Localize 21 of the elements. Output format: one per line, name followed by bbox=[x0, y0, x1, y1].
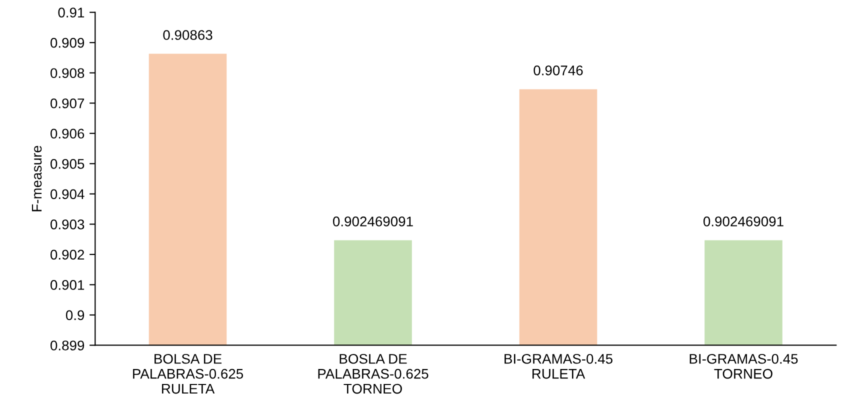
y-tick-label: 0.901 bbox=[50, 280, 84, 290]
data-label: 0.90746 bbox=[534, 66, 583, 76]
y-axis-title: F-measure bbox=[32, 146, 42, 212]
data-label: 0.902469091 bbox=[703, 216, 784, 226]
x-tick-label: BOSLA DE PALABRAS-0.625 TORNEO bbox=[318, 354, 428, 394]
y-tick-label: 0.899 bbox=[50, 340, 84, 350]
y-tick-label: 0.91 bbox=[58, 8, 84, 18]
x-tick-label: BI-GRAMAS-0.45 TORNEO bbox=[690, 354, 798, 379]
y-tick-label: 0.906 bbox=[50, 128, 84, 139]
y-tick-label: 0.908 bbox=[50, 68, 84, 78]
y-tick-label: 0.909 bbox=[50, 38, 84, 48]
y-tick-label: 0.903 bbox=[50, 220, 84, 230]
x-tick-label: BI-GRAMAS-0.45 RULETA bbox=[504, 354, 612, 379]
y-tick-label: 0.9 bbox=[66, 310, 84, 320]
y-tick-label: 0.902 bbox=[50, 250, 84, 260]
y-tick-label: 0.904 bbox=[50, 189, 84, 200]
y-tick-label: 0.907 bbox=[50, 98, 84, 108]
y-tick-label: 0.905 bbox=[50, 158, 84, 169]
x-tick-label: BOLSA DE PALABRAS-0.625 RULETA bbox=[133, 354, 244, 394]
data-label: 0.90863 bbox=[163, 30, 212, 40]
data-label: 0.902469091 bbox=[333, 216, 413, 226]
